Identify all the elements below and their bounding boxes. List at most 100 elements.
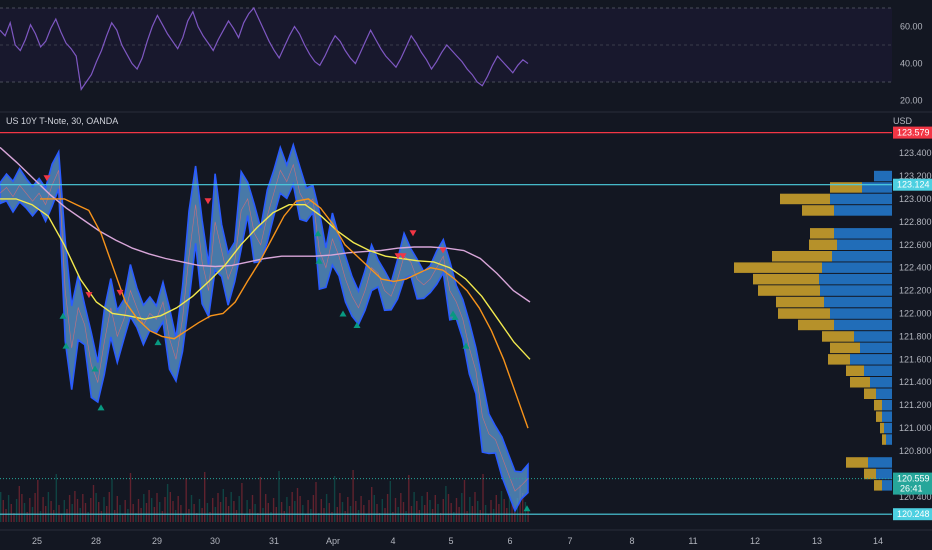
volume-profile-up-bar xyxy=(798,319,834,331)
volume-profile-up-bar xyxy=(846,457,868,468)
bar-countdown-timer: 26:41 xyxy=(900,484,923,494)
volume-profile-down-bar xyxy=(882,411,892,422)
volume-bar xyxy=(23,503,26,522)
price-tick-label: 120.400 xyxy=(899,492,932,502)
volume-bar xyxy=(74,491,76,522)
buy-signal-marker xyxy=(339,310,347,317)
buy-signal-marker xyxy=(97,404,105,411)
volume-bar xyxy=(508,494,511,522)
price-line xyxy=(0,163,529,492)
volume-bar xyxy=(238,496,240,522)
volume-bar xyxy=(426,492,428,522)
volume-profile-down-bar xyxy=(820,285,892,296)
volume-bar xyxy=(217,493,219,522)
price-tick-label: 123.400 xyxy=(899,148,932,158)
volume-bar xyxy=(463,480,466,522)
volume-profile-down-bar xyxy=(850,354,892,365)
current-price-badge-box xyxy=(893,472,932,495)
currency-label: USD xyxy=(893,116,913,126)
volume-bar xyxy=(103,497,105,522)
volume-profile-up-bar xyxy=(753,273,819,285)
volume-bar xyxy=(212,498,214,522)
volume-profile-up-bar xyxy=(874,399,882,411)
buy-signal-marker xyxy=(59,312,67,319)
volume-bar xyxy=(365,514,368,522)
volume-bar xyxy=(34,493,36,522)
volume-bar xyxy=(514,512,516,522)
volume-bar xyxy=(161,511,164,522)
rsi-tick-label: 40.00 xyxy=(900,59,923,69)
volume-bar xyxy=(76,499,79,522)
volume-bar xyxy=(381,499,383,522)
time-tick-label: 30 xyxy=(210,536,220,546)
volume-bar xyxy=(180,505,182,522)
volume-bar xyxy=(5,509,7,522)
volume-bar xyxy=(378,513,381,522)
volume-bar xyxy=(495,495,497,522)
horizontal-levels[interactable] xyxy=(0,132,892,515)
volume-bar xyxy=(79,508,81,522)
volume-bar xyxy=(2,500,4,522)
volume-bar xyxy=(418,510,421,522)
volume-profile-up-bar xyxy=(802,205,834,216)
volume-profile xyxy=(734,170,892,491)
volume-profile-up-bar xyxy=(758,285,820,296)
volume-bar xyxy=(201,508,203,522)
volume-profile-up-bar xyxy=(780,193,830,205)
volume-bar xyxy=(243,514,246,522)
volume-bar xyxy=(405,511,407,522)
volume-bar xyxy=(291,492,293,522)
volume-profile-up-bar xyxy=(882,434,886,445)
volume-profile-up-bar xyxy=(810,228,834,239)
volume-bar xyxy=(283,511,285,522)
volume-bar xyxy=(241,483,243,522)
volume-bar xyxy=(100,511,103,522)
volume-bar xyxy=(135,513,137,522)
volume-bar xyxy=(182,514,185,522)
volume-bar xyxy=(477,501,479,522)
price-tick-label: 121.000 xyxy=(899,423,932,433)
rsi-tick-label: 20.00 xyxy=(900,96,923,106)
symbol-title[interactable]: US 10Y T-Note, 30, OANDA xyxy=(6,116,118,126)
volume-profile-up-bar xyxy=(864,468,876,480)
volume-profile-down-bar xyxy=(876,468,892,480)
volume-bar xyxy=(177,496,179,522)
volume-bar xyxy=(413,492,415,522)
rsi-line xyxy=(0,6,529,91)
time-tick-label: 28 xyxy=(91,536,101,546)
volume-bar xyxy=(394,498,397,522)
volume-profile-up-bar xyxy=(880,422,884,434)
volume-bar xyxy=(249,509,251,522)
volume-bar xyxy=(503,499,505,522)
price-tick-label: 121.800 xyxy=(899,331,932,341)
volume-profile-up-bar xyxy=(734,262,822,273)
time-axis[interactable]: 25 28 29 30 31 Apr 4 5 6 7 8 11 12 13 14 xyxy=(0,529,932,546)
time-tick-label: 6 xyxy=(507,536,512,546)
volume-bar xyxy=(10,504,12,522)
volume-bar xyxy=(386,494,389,522)
volume-bar xyxy=(169,492,171,522)
volume-profile-down-bar xyxy=(830,308,892,319)
volume-bar xyxy=(522,493,524,522)
volume-bar xyxy=(442,499,444,522)
volume-bar xyxy=(7,495,10,522)
volume-bar xyxy=(267,503,269,522)
volume-bar xyxy=(262,508,264,522)
volume-profile-up-bar xyxy=(864,388,876,399)
volume-bar xyxy=(492,509,495,522)
volume-bar xyxy=(299,496,301,522)
volume-bar xyxy=(355,501,357,522)
volume-bar xyxy=(29,498,31,522)
volume-bar xyxy=(198,499,201,522)
volume-bar xyxy=(519,485,521,522)
resistance-badge xyxy=(893,126,932,139)
ma-slow-line xyxy=(0,198,531,360)
time-tick-label: Apr xyxy=(326,536,340,546)
volume-profile-down-bar xyxy=(830,193,892,205)
volume-bar xyxy=(312,495,315,522)
time-tick-label: 31 xyxy=(269,536,279,546)
price-pane[interactable]: 123.400 123.200 123.000 122.800 122.600 122.4… xyxy=(0,116,932,522)
rsi-pane[interactable]: 60.00 40.00 20.00 xyxy=(0,6,923,106)
